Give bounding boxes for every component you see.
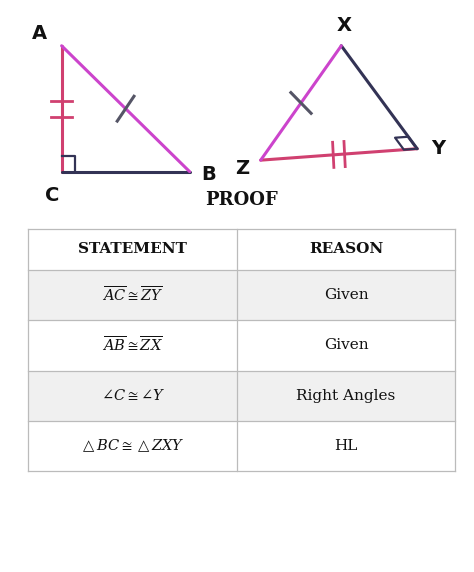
Text: B: B <box>201 165 216 184</box>
Text: A: A <box>32 24 47 43</box>
Text: REASON: REASON <box>309 243 383 256</box>
Text: X: X <box>336 17 351 35</box>
Text: Z: Z <box>235 159 249 178</box>
Text: Given: Given <box>324 288 368 302</box>
Bar <box>28 371 455 421</box>
Text: $\angle C \cong \angle Y$: $\angle C \cong \angle Y$ <box>100 388 165 403</box>
Text: Given: Given <box>324 339 368 352</box>
Text: Y: Y <box>431 139 446 158</box>
Text: $\overline{AB} \cong \overline{ZX}$: $\overline{AB} \cong \overline{ZX}$ <box>102 336 163 355</box>
Text: Right Angles: Right Angles <box>296 389 396 403</box>
Text: HL: HL <box>334 439 358 453</box>
Text: PROOF: PROOF <box>205 191 278 209</box>
Text: $\overline{AC} \cong \overline{ZY}$: $\overline{AC} \cong \overline{ZY}$ <box>102 285 164 305</box>
Text: STATEMENT: STATEMENT <box>78 243 187 256</box>
Text: $\triangle BC \cong \triangle ZXY$: $\triangle BC \cong \triangle ZXY$ <box>81 438 185 455</box>
Bar <box>28 270 455 320</box>
Text: C: C <box>45 186 59 205</box>
